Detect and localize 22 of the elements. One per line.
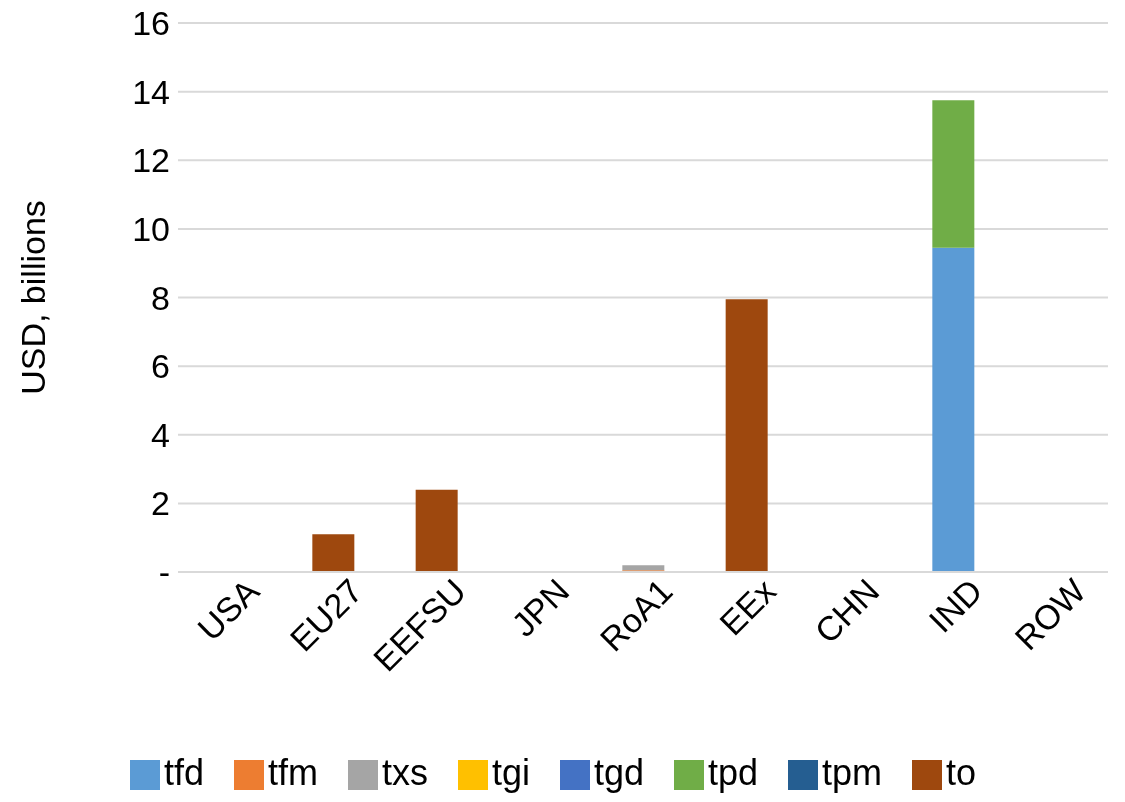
legend-label: tgi	[491, 752, 530, 793]
legend-label: txs	[381, 752, 428, 793]
y-tick-label: 4	[151, 415, 170, 454]
legend-label: to	[946, 752, 977, 793]
legend-label: tfd	[163, 752, 204, 793]
legend-label: tpd	[708, 752, 759, 793]
y-tick-label: 6	[151, 347, 170, 386]
x-tick-label: EEx	[711, 571, 783, 643]
x-tick-label: JPN	[504, 571, 577, 644]
y-axis-title: USD, billions	[14, 200, 53, 395]
y-tick-label: 16	[132, 4, 170, 43]
y-tick-label: 8	[151, 278, 170, 317]
legend-label: tpm	[822, 752, 883, 793]
legend-label: tfm	[267, 752, 318, 793]
y-tick-label: 2	[151, 484, 170, 523]
x-tick-label: USA	[189, 571, 267, 648]
x-tick-label: IND	[921, 571, 990, 640]
y-tick-label: -	[158, 553, 170, 592]
legend-label: tgd	[593, 752, 645, 793]
y-tick-label: 14	[132, 72, 170, 111]
y-tick-label: 10	[132, 209, 170, 248]
y-tick-label: 12	[132, 141, 170, 180]
